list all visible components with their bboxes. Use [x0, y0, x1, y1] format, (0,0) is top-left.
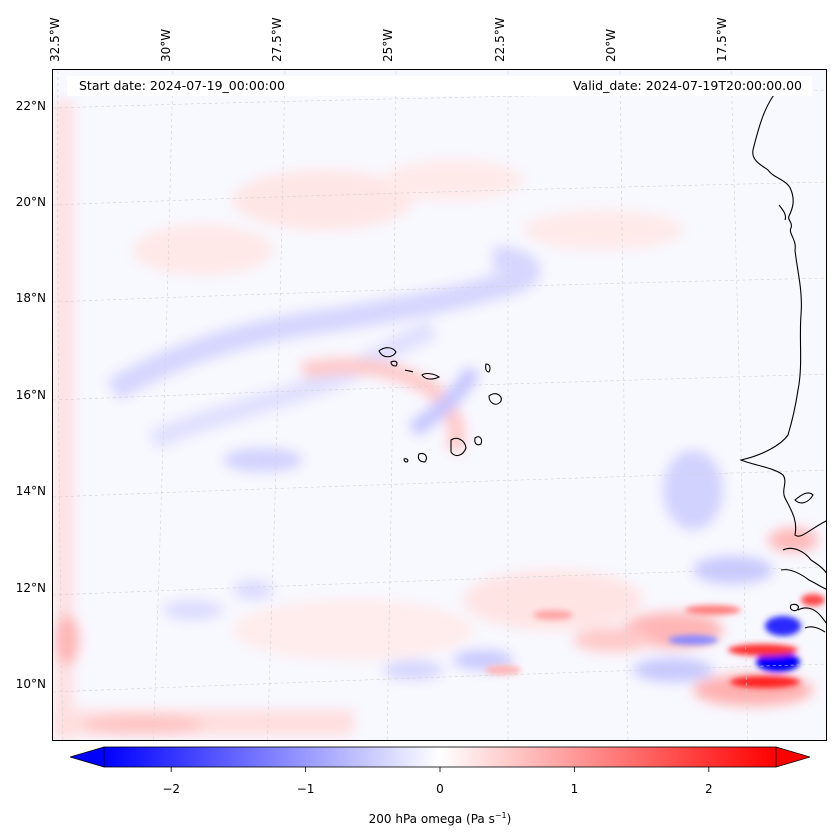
latitude-label: 12°N	[15, 581, 46, 595]
colorbar-gradient	[103, 746, 777, 768]
latitude-label: 10°N	[15, 677, 46, 691]
colorbar-label: 200 hPa omega (Pa s−1)	[70, 811, 810, 826]
map-panel: Start date: 2024-07-19_00:00:00 Valid_da…	[52, 69, 827, 741]
gridlines	[53, 70, 826, 740]
longitude-label: 22.5°W	[493, 17, 507, 62]
island-fogo	[417, 452, 427, 463]
colorbar-tick-label: −2	[162, 782, 181, 796]
longitude-label: 30°W	[159, 28, 173, 62]
coastline	[739, 84, 826, 633]
island-santo-antao	[378, 347, 397, 358]
cape-verde-islands	[378, 347, 502, 463]
omega-field-map	[53, 70, 826, 740]
longitude-label: 32.5°W	[48, 17, 62, 62]
colorbar-label-exponent: −1	[494, 811, 507, 820]
latitude-label: 22°N	[15, 99, 46, 113]
colorbar-tick-label: −1	[296, 782, 315, 796]
latitude-label: 14°N	[15, 484, 46, 498]
island-maio	[474, 436, 483, 446]
island-santa-luzia	[404, 369, 414, 373]
colorbar-extend-low	[68, 746, 105, 768]
island-sao-nicolau	[421, 372, 441, 380]
longitude-axis: 32.5°W 30°W 27.5°W 25°W 22.5°W 20°W 17.5°W	[0, 0, 837, 70]
date-header: Start date: 2024-07-19_00:00:00 Valid_da…	[67, 76, 812, 96]
latitude-label: 20°N	[15, 195, 46, 209]
longitude-label: 17.5°W	[715, 17, 729, 62]
latitude-label: 16°N	[15, 388, 46, 402]
longitude-label: 27.5°W	[270, 17, 284, 62]
island-brava	[403, 458, 409, 463]
colorbar-extend-high	[775, 746, 812, 768]
colorbar-label-prefix: 200 hPa omega (Pa s	[368, 812, 495, 826]
latitude-label: 18°N	[15, 291, 46, 305]
island-santiago	[450, 437, 467, 457]
colorbar: −2 −1 0 1 2 200 hPa omega (Pa s−1)	[68, 745, 812, 835]
start-date-label: Start date: 2024-07-19_00:00:00	[79, 78, 285, 93]
island-boa-vista	[488, 393, 502, 405]
africa-coastline	[739, 84, 826, 537]
island-sao-vicente	[390, 360, 398, 367]
island-sal	[485, 363, 491, 373]
valid-date-label: Valid_date: 2024-07-19T20:00:00.00	[572, 78, 802, 93]
colorbar-tick-label: 1	[570, 782, 579, 796]
colorbar-tick-label: 2	[704, 782, 713, 796]
longitude-label: 25°W	[381, 28, 395, 62]
colorbar-scale	[68, 746, 812, 772]
colorbar-tick-label: 0	[436, 782, 444, 796]
longitude-label: 20°W	[604, 28, 618, 62]
colorbar-label-suffix: )	[506, 812, 512, 826]
